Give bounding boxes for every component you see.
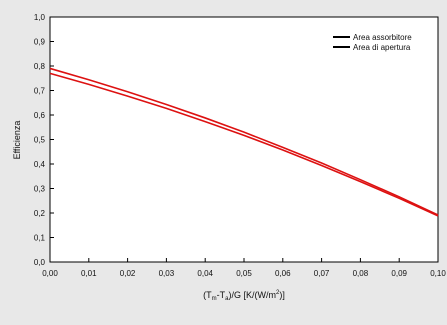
x-axis-label: (Tm-Ta)/G [K/(W/m2)] <box>203 290 285 302</box>
x-tick-label: 0,03 <box>159 269 175 278</box>
y-tick-label: 1,0 <box>34 13 46 22</box>
x-tick-label: 0,06 <box>275 269 291 278</box>
x-tick-label: 0,10 <box>430 269 446 278</box>
y-tick-label: 0,6 <box>34 111 46 120</box>
y-tick-label: 0,5 <box>34 136 46 145</box>
y-axis-label: Efficienza <box>12 121 22 160</box>
y-tick-label: 0,4 <box>34 160 46 169</box>
x-tick-label: 0,05 <box>236 269 252 278</box>
series-line-2 <box>49 72 439 217</box>
plot-area <box>49 16 439 263</box>
x-tick-label: 0,07 <box>314 269 330 278</box>
x-tick-label: 0,08 <box>353 269 369 278</box>
x-tick-label: 0,09 <box>391 269 407 278</box>
x-tick-label: 0,01 <box>81 269 97 278</box>
series-line-1 <box>49 67 439 216</box>
y-tick-label: 0,3 <box>34 185 46 194</box>
legend-label-1: Area assorbitore <box>353 33 412 42</box>
legend: Area assorbitore Area di apertura <box>333 33 412 52</box>
x-tick-label: 0,00 <box>42 269 58 278</box>
y-tick-label: 0,2 <box>34 209 46 218</box>
x-tick-label: 0,02 <box>120 269 136 278</box>
y-tick-label: 0,1 <box>34 234 46 243</box>
x-tick-label: 0,04 <box>197 269 213 278</box>
x-axis-ticks: 0,00 0,01 0,02 0,03 0,04 0,05 0,06 0,07 0,08 0,09… <box>42 258 446 278</box>
series-lines <box>49 67 439 217</box>
y-tick-label: 0,0 <box>34 258 46 267</box>
legend-label-2: Area di apertura <box>353 43 411 52</box>
y-axis-ticks: 0,0 0,1 0,2 0,3 0,4 0,5 0,6 0,7 0,8 0,9 1,0 <box>34 13 54 267</box>
y-tick-label: 0,9 <box>34 38 46 47</box>
y-tick-label: 0,7 <box>34 87 46 96</box>
y-tick-label: 0,8 <box>34 62 46 71</box>
